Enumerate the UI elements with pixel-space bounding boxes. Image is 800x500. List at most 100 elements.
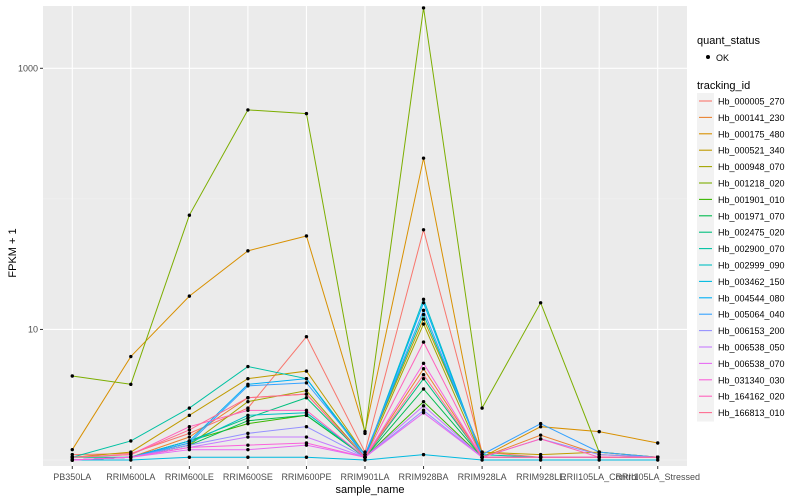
data-point [129,458,133,462]
data-point [421,387,426,391]
data-point [70,458,74,462]
data-point [304,396,309,400]
y-tick-label: 10 [28,324,38,334]
data-point [187,213,192,217]
data-point [304,435,309,439]
data-point [421,156,426,160]
data-point [187,431,192,436]
data-point [187,406,192,410]
data-point [421,297,426,302]
data-point [421,340,426,344]
x-tick-label: RRIM600LA [106,472,155,482]
data-point [70,452,74,457]
data-point [187,435,192,439]
data-point [304,441,309,445]
legend-label: Hb_166813_010 [718,408,785,418]
data-point [129,455,133,459]
data-point [421,322,426,326]
data-point [70,455,74,459]
data-point [246,396,250,400]
data-point [187,424,192,429]
legend-label: Hb_001218_020 [718,179,785,189]
legend-label: Hb_002999_090 [718,261,785,271]
data-point [421,228,426,232]
legend-title-tracking-id: tracking_id [697,80,750,92]
data-point [597,450,601,454]
y-tick-label: 1000 [18,63,38,73]
data-point [70,374,74,378]
data-point [246,384,250,388]
legend-label: Hb_006538_070 [718,359,785,369]
data-point [421,399,426,404]
data-point [421,404,426,408]
data-point [421,411,426,415]
data-point [187,294,192,298]
data-point [246,413,250,418]
x-axis-title: sample_name [335,484,404,496]
data-point [597,458,601,462]
data-point [421,361,426,366]
data-point [246,421,250,426]
data-point [421,408,426,413]
x-tick-label: PB350LA [53,472,91,482]
data-point [421,376,426,381]
legend-label: Hb_002900_070 [718,244,785,254]
data-point [246,455,250,459]
x-tick-label: RRIM600PE [281,472,331,482]
data-point [480,458,484,462]
x-tick-label: RRIM600SE [223,472,273,482]
legend-label: Hb_002475_020 [718,228,785,238]
data-point [246,249,250,253]
legend-label: Hb_004544_080 [718,293,785,303]
data-point [597,455,601,459]
data-point [480,406,484,410]
x-tick-label: RRIM928LA [458,472,507,482]
data-point [421,301,426,305]
y-axis-title: FPKM + 1 [7,228,19,277]
data-point [129,354,133,359]
data-point [246,416,250,420]
legend-label: Hb_003462_150 [718,277,785,287]
legend-label: Hb_164162_020 [718,392,785,402]
data-point [421,367,426,371]
data-point [538,433,543,437]
data-point [246,408,250,413]
data-point [421,317,426,321]
data-point [538,437,543,441]
data-point [538,455,543,459]
data-point [538,301,543,305]
data-point [129,439,133,443]
data-point [129,452,133,457]
data-points [70,6,660,462]
legend-label: Hb_000175_480 [718,129,785,139]
data-point [304,369,309,373]
data-point [246,108,250,112]
data-point [421,452,426,457]
data-point [304,413,309,418]
legend-label: Hb_001901_010 [718,195,785,205]
data-point [129,450,133,454]
axes: 10 1000 PB350LA RRIM600LA RRIM600LE RRIM600SE… [18,63,700,482]
data-point [363,458,367,462]
x-tick-label: RRIM600LE [165,472,214,482]
data-point [656,458,660,462]
data-point [421,373,426,377]
data-point [304,388,309,393]
legend-label: Hb_005064_040 [718,310,785,320]
data-point [187,413,192,418]
legend-label: Hb_000141_230 [718,113,785,123]
legend-label: Hb_006153_200 [718,326,785,336]
x-tick-label: RRII105LA_Stressed [615,472,700,482]
data-point [480,450,484,454]
data-point [246,435,250,439]
data-point [656,455,660,459]
data-point [129,382,133,387]
legend-ok-marker [706,55,710,59]
data-point [363,452,367,457]
data-point [187,428,192,432]
data-point [480,455,484,459]
x-tick-label: RRIM928BA [399,472,449,482]
data-point [480,452,484,457]
legend: quant_status OK tracking_id Hb_000005_27… [697,35,785,422]
